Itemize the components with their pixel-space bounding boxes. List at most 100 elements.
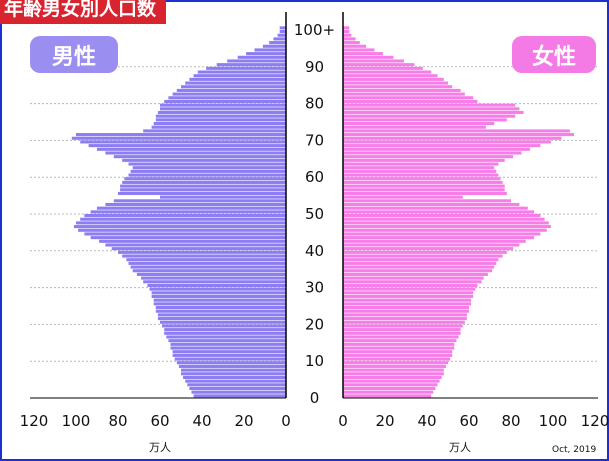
male-bar: [155, 118, 286, 122]
male-bar: [151, 125, 286, 129]
female-bar: [343, 147, 530, 151]
female-bar: [343, 276, 484, 280]
male-bar: [147, 283, 286, 287]
male-bar: [170, 346, 286, 350]
female-bar: [343, 52, 383, 56]
male-bar: [88, 144, 286, 148]
x-tick-label-female: 20: [375, 412, 394, 430]
male-bar: [178, 364, 286, 368]
female-bar: [343, 173, 499, 177]
x-tick-label-female: 40: [417, 412, 436, 430]
female-bar: [343, 221, 549, 225]
female-bar: [343, 243, 520, 247]
male-bar: [168, 96, 286, 100]
x-tick-label-female: 120: [581, 412, 609, 430]
male-bar: [273, 37, 286, 41]
male-bar: [141, 276, 286, 280]
female-bar: [343, 59, 404, 63]
female-bar: [343, 331, 461, 335]
male-bar: [130, 169, 286, 173]
male-bar: [151, 291, 286, 295]
female-bar: [343, 30, 350, 34]
female-bar: [343, 184, 505, 188]
male-bar: [155, 309, 286, 313]
female-bar: [343, 317, 467, 321]
male-bar: [216, 63, 286, 67]
female-bar: [343, 144, 541, 148]
male-bar: [227, 59, 286, 63]
y-tick-label: 10: [305, 352, 324, 370]
male-bar: [237, 55, 286, 59]
female-bar: [343, 239, 526, 243]
y-tick-label: 20: [305, 315, 324, 333]
female-bar: [343, 328, 461, 332]
male-bar: [80, 140, 286, 144]
female-bar: [343, 309, 469, 313]
male-bar: [269, 41, 286, 45]
female-bar: [343, 107, 520, 111]
chart-title: 年齢男女別人口数: [0, 0, 167, 24]
male-bar: [97, 206, 286, 210]
female-bar: [343, 217, 545, 221]
female-bar: [343, 169, 497, 173]
female-bar: [343, 265, 495, 269]
female-bar: [343, 92, 465, 96]
male-bar: [164, 328, 286, 332]
female-bar: [343, 280, 482, 284]
female-bar: [343, 364, 446, 368]
male-bar: [76, 133, 286, 137]
female-bar: [343, 103, 516, 107]
male-bar: [73, 225, 287, 229]
female-bar: [343, 129, 570, 133]
female-bar: [343, 320, 465, 324]
x-tick-label-male: 20: [234, 412, 253, 430]
male-bar: [193, 394, 286, 398]
male-bar: [76, 221, 286, 225]
female-bar: [343, 368, 444, 372]
female-bar: [343, 206, 528, 210]
female-bar: [343, 63, 415, 67]
male-bar: [153, 298, 286, 302]
x-tick-label-male: 80: [108, 412, 127, 430]
male-bar: [90, 210, 286, 214]
female-bar: [343, 195, 463, 199]
female-bar: [343, 394, 432, 398]
female-bar: [343, 77, 444, 81]
female-badge: 女性: [512, 36, 596, 73]
x-tick-label-male: 60: [150, 412, 169, 430]
male-bar: [122, 254, 286, 258]
male-bar: [172, 350, 286, 354]
male-bar: [113, 199, 286, 203]
male-bar: [99, 239, 286, 243]
female-bar: [343, 291, 474, 295]
female-bar: [343, 155, 514, 159]
male-bar: [254, 48, 286, 52]
male-bar: [126, 258, 287, 262]
male-bar: [160, 107, 286, 111]
female-bar: [343, 383, 438, 387]
male-bar: [206, 66, 286, 70]
male-bar: [111, 247, 286, 251]
male-bar: [97, 147, 286, 151]
male-bar: [279, 26, 286, 30]
y-tick-label: 100+: [294, 21, 335, 39]
female-bar: [343, 158, 505, 162]
female-bar: [343, 81, 448, 85]
male-bar: [122, 180, 286, 184]
x-tick-label-male: 120: [20, 412, 49, 430]
y-tick-label: 90: [305, 58, 324, 76]
male-bar: [128, 173, 286, 177]
female-bar: [343, 133, 574, 137]
female-bar: [343, 302, 472, 306]
male-bar: [105, 243, 287, 247]
male-bar: [279, 30, 286, 34]
male-bar: [153, 302, 286, 306]
male-bar: [164, 99, 286, 103]
male-bar: [149, 287, 286, 291]
female-bar: [343, 41, 360, 45]
female-bar: [343, 44, 367, 48]
male-bar: [168, 339, 286, 343]
x-tick-label-female: 60: [459, 412, 478, 430]
y-tick-label: 70: [305, 131, 324, 149]
female-bar: [343, 287, 476, 291]
